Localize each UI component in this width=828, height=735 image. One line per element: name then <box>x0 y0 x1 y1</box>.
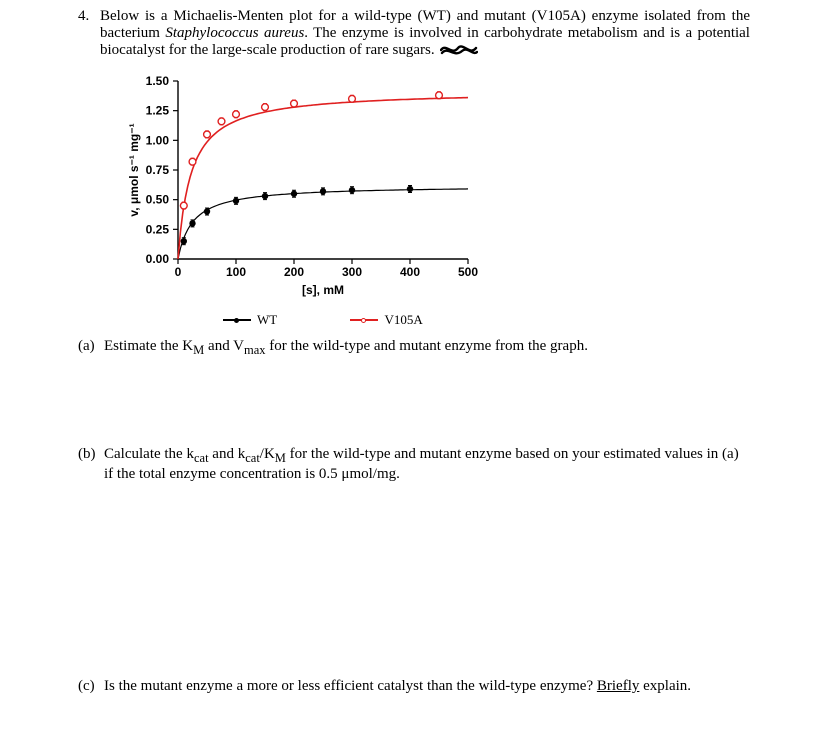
svg-text:300: 300 <box>342 265 362 279</box>
species-name: Staphylococcus aureus <box>165 25 304 41</box>
chart-svg: 0 100 200 300 400 500 [s], mM 0.00 0.25 0.50 0.75 1… <box>128 71 488 306</box>
svg-text:500: 500 <box>458 265 478 279</box>
legend-item-wt: WT <box>223 312 277 328</box>
part-b-sub2: cat <box>245 451 260 465</box>
part-c-label: (c) <box>78 678 104 695</box>
part-a-sub2: max <box>244 343 266 357</box>
legend-label-wt: WT <box>257 312 277 328</box>
chart-legend: WT V105A <box>223 309 750 328</box>
part-a-t3: for the wild-type and mutant enzyme from… <box>266 338 588 354</box>
part-b-text: Calculate the kcat and kcat/KM for the w… <box>104 446 750 483</box>
part-a-t1: Estimate the K <box>104 338 193 354</box>
page: 4. Below is a Michaelis-Menten plot for … <box>0 0 828 695</box>
part-b: (b) Calculate the kcat and kcat/KM for t… <box>78 446 750 483</box>
svg-text:0.25: 0.25 <box>146 222 170 236</box>
part-b-t2: and k <box>209 446 246 462</box>
legend-line-wt <box>223 319 251 321</box>
part-c-u: Briefly <box>597 678 640 694</box>
svg-text:0.75: 0.75 <box>146 163 170 177</box>
svg-text:v, μmol s⁻¹ mg⁻¹: v, μmol s⁻¹ mg⁻¹ <box>128 123 141 216</box>
part-a-sub1: M <box>193 343 204 357</box>
svg-text:100: 100 <box>226 265 246 279</box>
legend-label-v105a: V105A <box>384 312 422 328</box>
part-a-t2: and V <box>204 338 244 354</box>
svg-text:0: 0 <box>175 265 182 279</box>
svg-text:1.25: 1.25 <box>146 104 170 118</box>
part-b-sub3: M <box>275 451 286 465</box>
part-c: (c) Is the mutant enzyme a more or less … <box>78 678 750 695</box>
svg-text:400: 400 <box>400 265 420 279</box>
part-b-label: (b) <box>78 446 104 463</box>
part-b-t3: /K <box>260 446 275 462</box>
svg-text:0.50: 0.50 <box>146 193 170 207</box>
question-4: 4. Below is a Michaelis-Menten plot for … <box>78 8 750 59</box>
legend-marker-wt <box>234 318 239 323</box>
legend-line-v105a <box>350 319 378 321</box>
svg-text:200: 200 <box>284 265 304 279</box>
redaction-scribble <box>440 44 478 58</box>
part-c-t1: Is the mutant enzyme a more or less effi… <box>104 678 597 694</box>
svg-text:[s], mM: [s], mM <box>302 283 344 297</box>
svg-text:1.50: 1.50 <box>146 74 170 88</box>
mm-chart: 0 100 200 300 400 500 [s], mM 0.00 0.25 0.50 0.75 1… <box>128 71 750 328</box>
part-a-text: Estimate the KM and Vmax for the wild-ty… <box>104 338 750 358</box>
svg-text:1.00: 1.00 <box>146 133 170 147</box>
svg-text:0.00: 0.00 <box>146 252 170 266</box>
part-b-t1: Calculate the k <box>104 446 194 462</box>
part-b-sub1: cat <box>194 451 209 465</box>
question-number: 4. <box>78 8 100 25</box>
part-c-text: Is the mutant enzyme a more or less effi… <box>104 678 750 695</box>
part-c-t2: explain. <box>639 678 691 694</box>
legend-item-v105a: V105A <box>350 312 422 328</box>
part-a-label: (a) <box>78 338 104 355</box>
legend-marker-v105a <box>361 318 366 323</box>
question-text: Below is a Michaelis-Menten plot for a w… <box>100 8 750 59</box>
part-a: (a) Estimate the KM and Vmax for the wil… <box>78 338 750 358</box>
